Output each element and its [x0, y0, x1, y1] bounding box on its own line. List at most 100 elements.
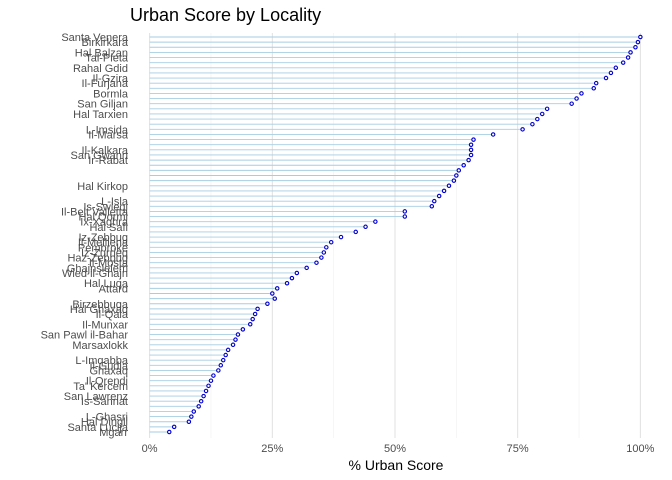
y-tick-label: San Giljan [77, 99, 128, 111]
data-point [490, 132, 496, 137]
data-point [284, 280, 290, 286]
data-point [191, 409, 197, 414]
data-point [240, 327, 246, 332]
y-tick-label: Iz-Zurrieq [81, 247, 128, 259]
y-tick-label: Il-Kalkara [82, 145, 129, 157]
data-point [189, 414, 194, 419]
data-point [520, 127, 525, 132]
segment-layer [149, 36, 641, 433]
y-tick-label: Attard [99, 283, 128, 295]
y-tick-label: Il-Munxar [82, 319, 128, 331]
x-tick-label: 75% [507, 443, 529, 455]
data-point [328, 239, 334, 245]
y-tick-label: San Lawrenz [64, 391, 128, 403]
data-point [230, 342, 236, 348]
y-tick-label: Birzebbuga [72, 299, 129, 311]
data-point [402, 214, 408, 219]
data-point [625, 55, 631, 60]
y-tick-label: Iz-Zebbug [78, 232, 128, 244]
x-axis-title: % Urban Score [349, 457, 444, 473]
data-point [402, 209, 408, 214]
data-point [569, 101, 574, 106]
y-tick-label: Is-Sannat [81, 396, 128, 408]
data-point [544, 106, 550, 112]
y-tick-label: Il-Mellieha [78, 237, 129, 249]
x-tick-labels: 0% 25% 50% 75% 100% [142, 443, 655, 455]
data-point [196, 404, 201, 409]
y-tick-label: Il-Mosta [89, 258, 129, 270]
data-point [272, 296, 278, 301]
data-point [429, 204, 435, 209]
data-point [198, 398, 204, 404]
data-point [454, 173, 459, 178]
data-point [441, 188, 447, 194]
data-point [324, 245, 329, 250]
point-layer [167, 34, 643, 435]
y-tick-label: Il-Gzira [93, 73, 129, 85]
data-point [235, 332, 241, 337]
data-point [233, 337, 238, 342]
y-tick-label: Hal Kirkop [77, 181, 128, 193]
y-tick-label: Hal Tarxien [73, 109, 128, 121]
data-point [451, 178, 457, 183]
data-point [468, 152, 474, 158]
y-tick-label: Birkirkara [82, 37, 129, 49]
data-point [638, 34, 643, 40]
data-point [289, 275, 295, 281]
y-tick-label: Marsaxlokk [72, 340, 128, 352]
y-tick-label: L-Ghasri [86, 412, 128, 424]
data-point [225, 347, 231, 353]
x-tick-label: 50% [384, 443, 406, 455]
y-tick-label: L-Imsida [86, 124, 129, 136]
y-tick-label: Il-Gudja [89, 360, 128, 372]
data-point [265, 301, 270, 307]
data-point [274, 286, 280, 291]
data-point [432, 198, 437, 204]
data-point [466, 157, 471, 163]
x-tick-label: 100% [626, 443, 654, 455]
y-tick-label: Pembroke [78, 242, 128, 254]
data-point [603, 75, 609, 81]
data-point [321, 250, 327, 255]
y-tick-label: Hal Luqa [84, 278, 129, 290]
data-point [216, 368, 221, 373]
data-point [574, 96, 579, 101]
data-point [201, 393, 206, 399]
data-point [461, 162, 466, 168]
data-point [539, 111, 545, 117]
y-tick-label: Il-Belt Valletta [61, 206, 129, 218]
data-point [608, 70, 614, 76]
y-tick-label: Hal Safi [89, 222, 128, 234]
y-tick-label: Hal Qormi [78, 212, 128, 224]
data-point [247, 322, 253, 327]
y-tick-label: Ta' Kercem [73, 381, 128, 393]
x-tick-label: 25% [261, 443, 283, 455]
data-point [593, 80, 599, 86]
y-tick-label: Mgarr [99, 427, 128, 439]
y-tick-label: Rahal Gdid [73, 63, 128, 75]
data-point [471, 137, 476, 142]
data-point [373, 219, 378, 224]
y-tick-label: Ghajnsielem [67, 263, 128, 275]
data-point [436, 193, 442, 199]
data-point [620, 60, 626, 65]
data-point [633, 45, 638, 50]
y-tick-label: San Pawl il-Bahar [41, 330, 129, 342]
data-point [338, 234, 344, 240]
data-point [218, 363, 224, 368]
data-point [468, 142, 474, 147]
y-tick-label: Il-Qrendi [86, 376, 128, 388]
y-tick-label: Il-Furjana [82, 78, 129, 90]
x-tick-label: 0% [142, 443, 158, 455]
y-tick-label: Santa Lucija [67, 422, 128, 434]
data-point [456, 168, 462, 173]
data-point [591, 86, 596, 91]
data-point [613, 65, 619, 71]
data-point [186, 419, 192, 424]
data-point [304, 265, 309, 271]
data-point [530, 121, 535, 127]
y-tick-label: Ir-Rabat [88, 155, 128, 167]
data-point [203, 388, 209, 394]
data-point [319, 255, 324, 260]
